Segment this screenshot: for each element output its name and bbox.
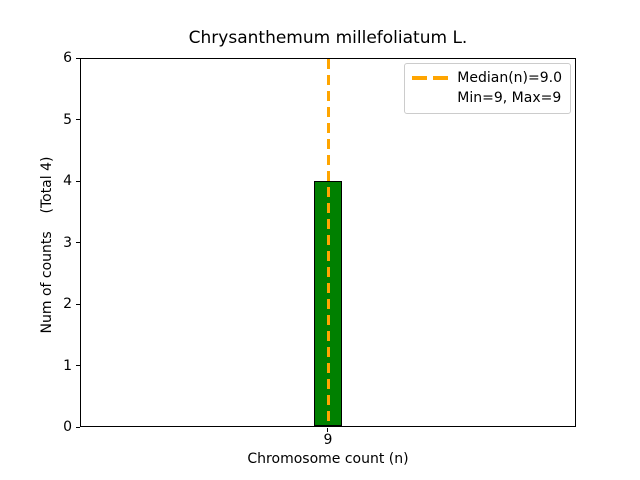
legend-entry-median: Median(n)=9.0 [412, 68, 562, 88]
y-tick-label: 6 [63, 50, 72, 66]
y-tick-label: 4 [63, 173, 72, 189]
y-tick-label: 2 [63, 296, 72, 312]
y-tick-mark [76, 119, 80, 120]
y-tick-mark [76, 180, 80, 182]
y-tick-mark [76, 365, 80, 366]
y-tick-label: 5 [63, 111, 72, 128]
legend: Median(n)=9.0 Min=9, Max=9 [404, 63, 571, 114]
legend-label-median: Median(n)=9.0 [457, 70, 562, 86]
y-tick-mark [76, 303, 80, 305]
chart-title: Chrysanthemum millefoliatum L. [188, 28, 468, 48]
x-axis-label: Chromosome count (n) [247, 451, 409, 467]
y-tick-mark [76, 242, 80, 243]
y-tick-label: 0 [63, 419, 72, 435]
median-line [326, 59, 330, 426]
legend-marker-blank [412, 96, 448, 100]
y-tick-mark [76, 426, 80, 428]
x-tick-mark [327, 428, 328, 432]
y-tick-label: 3 [63, 234, 72, 251]
y-tick-label: 1 [63, 357, 72, 374]
x-tick-label: 9 [323, 432, 333, 448]
legend-label-minmax: Min=9, Max=9 [457, 90, 562, 106]
plot-area: Median(n)=9.0 Min=9, Max=9 [80, 58, 576, 427]
y-tick-mark [76, 57, 80, 59]
legend-entry-minmax: Min=9, Max=9 [412, 88, 562, 108]
dashed-line-icon [412, 76, 449, 80]
